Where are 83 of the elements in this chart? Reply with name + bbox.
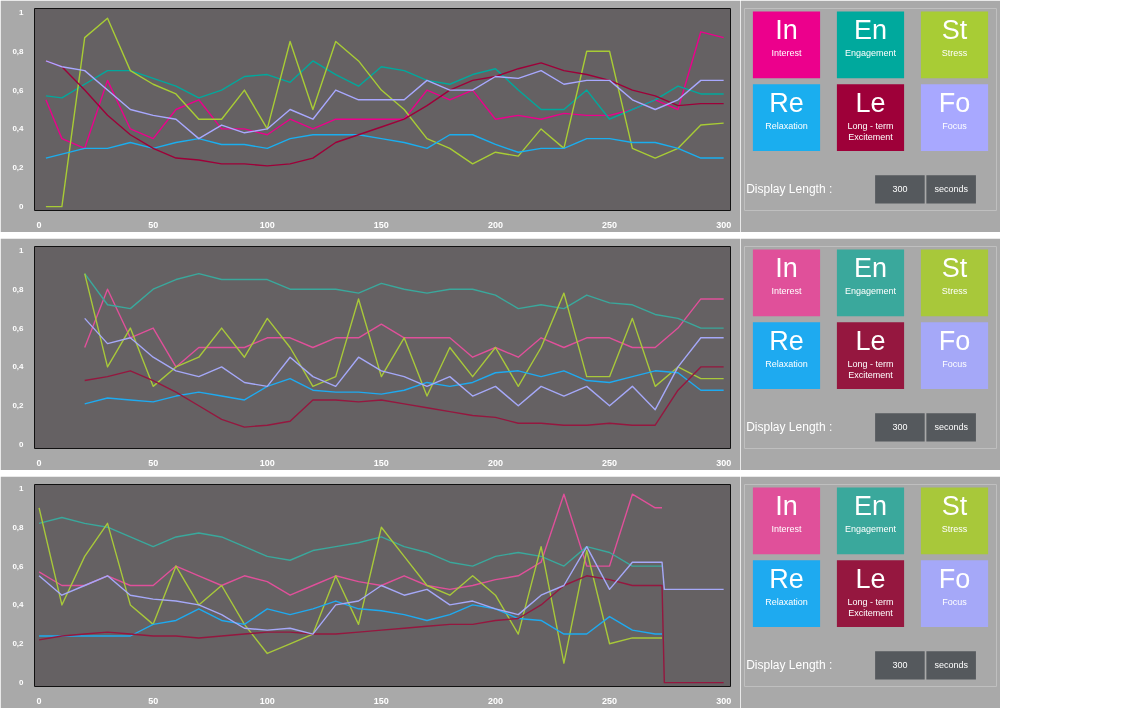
x-tick-label: 100 (259, 457, 275, 468)
text: seconds (934, 184, 969, 195)
text: 300 (892, 184, 908, 195)
x-tick-label: 50 (148, 457, 159, 468)
y-tick-label: 0,4 (12, 600, 25, 610)
y-tick-label: 0 (19, 678, 25, 688)
y-tick-label: 0,8 (12, 46, 25, 56)
line-series (38, 493, 663, 596)
line-series (38, 575, 725, 684)
y-tick-label: 1 (19, 483, 25, 493)
y-tick-label: 0,2 (12, 639, 25, 649)
y-tick-label: 0,2 (12, 401, 25, 411)
y-tick-label: 0,6 (12, 561, 25, 571)
line-series (84, 366, 725, 428)
text: Display Length : (746, 420, 833, 435)
y-tick-label: 1 (19, 7, 25, 17)
y-tick-label: 0 (19, 440, 25, 450)
x-tick-label: 100 (259, 219, 275, 230)
x-tick-label: 300 (716, 695, 732, 706)
x-tick-label: 50 (148, 695, 159, 706)
text: Re Relaxation (765, 563, 808, 607)
line-series (45, 134, 725, 159)
y-tick-label: 0 (19, 202, 25, 212)
line-series (38, 507, 663, 664)
text: Le Long - term Excitement (847, 87, 894, 142)
x-tick-label: 200 (487, 695, 503, 706)
text: En Engagement (844, 490, 897, 534)
x-tick-label: 150 (373, 457, 389, 468)
text: In Interest (771, 490, 803, 534)
line-series (84, 370, 725, 405)
x-tick-label: 0 (36, 457, 42, 468)
series-label: In Interest (771, 252, 803, 296)
y-tick-label: 0,2 (12, 163, 25, 173)
x-tick-label: 200 (487, 219, 503, 230)
x-tick-label: 250 (602, 695, 618, 706)
y-tick-label: 0,6 (12, 85, 25, 95)
text: seconds (934, 660, 969, 671)
text: Fo Focus (938, 325, 971, 369)
x-tick-label: 250 (602, 219, 618, 230)
x-tick-label: 150 (373, 219, 389, 230)
x-tick-label: 300 (716, 457, 732, 468)
y-tick-label: 0,4 (12, 124, 25, 134)
line-series (38, 545, 725, 635)
line-series (84, 288, 725, 368)
y-tick-label: 0,4 (12, 362, 25, 372)
text: Display Length : (746, 658, 833, 673)
x-tick-label: 0 (36, 695, 42, 706)
x-tick-label: 100 (259, 695, 275, 706)
text: St Stress (941, 252, 968, 296)
series-label: Re Relaxation (765, 325, 808, 369)
y-tick-label: 0,8 (12, 522, 25, 532)
line-series (45, 60, 725, 120)
line-series (38, 516, 663, 567)
x-tick-label: 250 (602, 457, 618, 468)
text: Le Long - term Excitement (847, 563, 894, 618)
line-series (45, 17, 725, 208)
line-series (84, 317, 725, 411)
x-tick-label: 50 (148, 219, 159, 230)
text: Fo Focus (938, 87, 971, 131)
line-series (84, 272, 725, 329)
text: En Engagement (844, 252, 897, 296)
line-series (84, 272, 725, 397)
line-series (45, 60, 725, 140)
text: St Stress (941, 14, 968, 58)
text: 300 (892, 660, 908, 671)
text: Le Long - term Excitement (847, 325, 894, 380)
series-label: Re Relaxation (765, 87, 808, 131)
x-tick-label: 300 (716, 219, 732, 230)
y-tick-label: 0,6 (12, 323, 25, 333)
x-tick-label: 200 (487, 457, 503, 468)
text: 300 (892, 422, 908, 433)
text: En Engagement (844, 14, 897, 58)
text: St Stress (941, 490, 968, 534)
text: Fo Focus (938, 563, 971, 607)
series-label: In Interest (771, 14, 803, 58)
text: Display Length : (746, 182, 833, 197)
text: seconds (934, 422, 969, 433)
x-tick-label: 150 (373, 695, 389, 706)
y-tick-label: 0,8 (12, 284, 25, 294)
y-tick-label: 1 (19, 245, 25, 255)
x-tick-label: 0 (36, 219, 42, 230)
line-series (45, 31, 725, 150)
line-series (38, 600, 663, 637)
